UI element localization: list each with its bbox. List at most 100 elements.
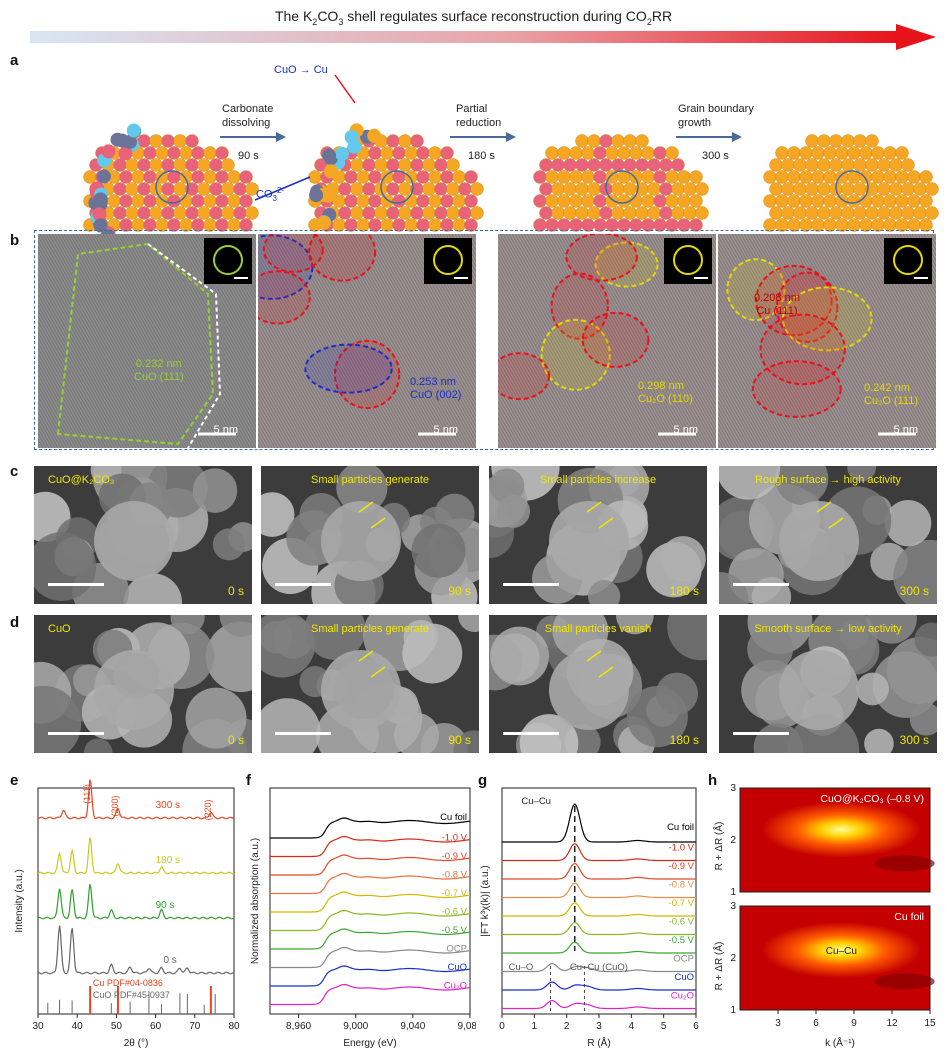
sem-d-180s: Small particles vanish 180 s [489,615,707,753]
series-label: Cu₂O [671,991,694,1002]
tem-lattice [498,234,716,448]
series-line [270,929,470,949]
series-line [270,837,470,857]
reference-label: Cu PDF#04-0836 [93,978,163,988]
x-tick-label: 0 [499,1021,505,1032]
particle-model [764,135,939,232]
panel-label-a: a [10,52,18,69]
x-tick-label: 8,960 [286,1021,311,1032]
series-label: 0 s [163,955,176,966]
series-label: OCP [446,944,467,955]
wavelet-chart: 123CuO@K₂CO₃ (–0.8 V)123Cu foilCu–Cu3 6 9 1… [712,776,944,1053]
tem-image-300s: 0.208 nm Cu (111) 0.242 nm Cu₂O (111) 5 nm [718,234,936,448]
sem-caption: CuO [48,623,252,635]
series-label: Cu foil [440,812,467,823]
reference-label: CuO PDF#45-0937 [93,990,170,1000]
x-axis-label: Energy (eV) [343,1038,396,1049]
series-label: 300 s [156,800,180,811]
tem-lattice [258,234,476,448]
series-line [502,883,696,897]
tem-annotation: 0.253 nm CuO (002) [410,376,461,402]
sem-time: 90 s [448,733,471,747]
scale-bar [275,583,331,586]
series-label: CuO [674,972,694,983]
xrd-chart: 300 s 180 s 90 s 0 s (111) (200) (220) Cu PDF#0… [10,776,240,1053]
reduction-arrow [335,75,355,103]
exafs-chart: Cu foil-1.0 V-0.9 V-0.8 V-0.7 V-0.6 V-0.… [476,776,706,1053]
x-axis-label: R (Å) [587,1036,610,1049]
sem-time: 0 s [228,733,244,747]
sem-c-180s: Small particles increase 180 s [489,466,707,604]
series-label: 180 s [156,855,180,866]
series-label: -0.7 V [669,898,695,909]
series-line [502,863,696,879]
series-label: -0.7 V [442,888,468,899]
fft-inset [664,238,712,284]
series-line [270,985,470,1005]
sem-d-0s: CuO 0 s [34,615,252,753]
xanes-chart: Cu foil -1.0 V -0.9 V -0.8 V -0.7 V -0.6 V -0.… [244,776,476,1053]
peak-label: (111) [82,784,92,804]
x-tick-label: 4 [629,1021,635,1032]
tem-annotation: 0.298 nm Cu₂O (110) [638,380,693,406]
panel-label-d: d [10,614,19,631]
x-tick-label: 80 [228,1021,240,1032]
peak-annotation: Cu–O [508,962,533,973]
y-axis-label: R + ΔR (Å) [712,822,725,871]
tem-scale-label: 5 nm [894,424,918,436]
series-label: -0.5 V [669,935,695,946]
x-tick-label: 60 [150,1021,162,1032]
map-annotation: Cu–Cu [826,946,857,957]
series-label: -0.9 V [669,861,695,872]
tem-lattice [718,234,936,448]
x-tick-label: 9,080 [457,1021,476,1032]
fft-inset [424,238,472,284]
scale-bar [503,732,559,735]
x-tick-label: 9,000 [343,1021,368,1032]
map-label: CuO@K₂CO₃ (–0.8 V) [820,793,924,805]
particle-model [309,123,484,235]
step-3-label: Grain boundary growth [678,102,754,130]
x-axis-label: k (Å⁻¹) [825,1036,855,1049]
peak-annotation: Cu–Cu (CuO) [570,962,628,973]
scale-bar [275,732,331,735]
sem-time: 180 s [670,733,699,747]
y-axis-label: Normalized absorption (a.u.) [250,838,261,964]
map-label: Cu foil [894,911,924,923]
series-label: -1.0 V [669,843,695,854]
particle-model [84,123,259,235]
wavelet-map: 123CuO@K₂CO₃ (–0.8 V) [730,783,934,898]
fft-inset [884,238,932,284]
series-line [502,903,696,916]
tem-annotation: 0.232 nm CuO (111) [134,358,184,384]
x-tick-label: 15 [924,1018,936,1029]
x-tick-label: 2 [564,1021,570,1032]
tem-annotation: 0.242 nm Cu₂O (111) [864,382,918,408]
x-tick-label: 30 [32,1021,44,1032]
series-label: OCP [673,954,694,965]
tem-image-0s: 0.232 nm CuO (111) 5 nm [38,234,256,448]
series-label: -0.6 V [669,917,695,928]
sem-caption: CuO@K₂CO₃ [48,474,252,486]
sem-time: 0 s [228,584,244,598]
series-line [502,923,696,935]
series-line [270,874,470,894]
panel-label-b: b [10,232,19,249]
series-label: -0.5 V [442,925,468,936]
peak-label: (200) [110,795,120,816]
fft-inset [204,238,252,284]
sem-time: 300 s [900,733,929,747]
series-label: 90 s [156,900,175,911]
particle-models [50,55,940,235]
sem-c-90s: Small particles generate 90 s [261,466,479,604]
x-tick-label: 3 [775,1018,781,1029]
series-label: Cu₂O [444,981,467,992]
x-axis-label: 2θ (°) [124,1038,149,1049]
series-label: -0.6 V [442,907,468,918]
step-2-label: Partial reduction [456,102,501,130]
series-line [270,966,470,986]
series-label: Cu foil [667,822,694,833]
series-label: -1.0 V [442,833,468,844]
tem-annotation: 0.208 nm Cu (111) [754,292,800,318]
tem-scale-label: 5 nm [214,424,238,436]
